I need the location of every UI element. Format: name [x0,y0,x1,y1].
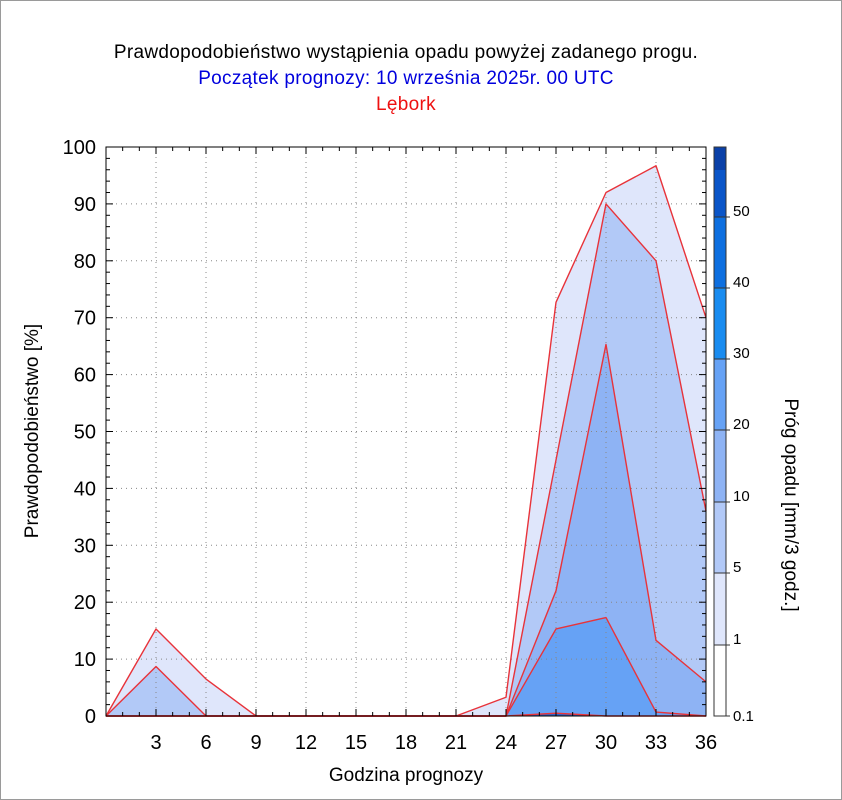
y-tick-label: 10 [74,649,96,671]
x-tick-label: 12 [295,732,317,754]
y-tick-label: 40 [74,478,96,500]
chart-title: Prawdopodobieństwo wystąpienia opadu pow… [113,42,699,63]
colorbar-segment [714,502,726,573]
colorbar-segment [714,430,726,502]
axes [105,146,707,717]
x-tick-label: 15 [345,732,367,754]
y-tick-label: 20 [74,592,96,614]
x-tick-label: 33 [645,732,667,754]
x-tick-label: 3 [150,732,161,754]
colorbar-segment [714,359,726,430]
grid-lines [106,147,706,716]
area-threshold-5 [106,344,706,716]
x-tick-label: 30 [595,732,617,754]
y-tick-label: 100 [63,137,96,159]
y-tick-label: 30 [74,535,96,557]
colorbar-segment [714,573,726,645]
colorbar-label: Próg opadu [mm/3 godz.] [780,398,801,611]
colorbar-tick-label: 10 [733,488,750,505]
y-axis-label: Prawdopodobieństwo [%] [22,324,43,538]
y-tick-label: 50 [74,422,96,444]
colorbar-segment [714,645,726,716]
x-tick-label: 6 [200,732,211,754]
colorbar-segment [714,288,726,359]
x-tick-label: 21 [445,732,467,754]
y-tick-label: 80 [74,251,96,273]
y-tick-label: 60 [74,365,96,387]
chart-subtitle: Początek prognozy: 10 września 2025r. 00… [198,68,614,89]
colorbar-segment [714,147,726,170]
x-tick-label: 24 [495,732,517,754]
y-tick-label: 70 [74,308,96,330]
colorbar-tick-label: 20 [733,416,750,433]
x-tick-label: 18 [395,732,417,754]
y-tick-label: 0 [85,706,96,728]
colorbar-tick-label: 50 [733,203,750,220]
x-tick-label: 36 [695,732,717,754]
area-layers [106,165,706,717]
colorbar-tick-label: 0.1 [733,708,754,725]
location-name: Lębork [376,94,436,115]
colorbar-tick-label: 30 [733,345,750,362]
colorbar [713,146,730,717]
x-tick-label: 27 [545,732,567,754]
colorbar-tick-label: 1 [733,631,741,648]
colorbar-segment [714,170,726,217]
x-axis-label: Godzina prognozy [329,765,484,786]
y-tick-label: 90 [74,194,96,216]
colorbar-tick-label: 5 [733,559,741,576]
x-tick-label: 9 [250,732,261,754]
colorbar-tick-label: 40 [733,274,750,291]
colorbar-segment [714,217,726,288]
